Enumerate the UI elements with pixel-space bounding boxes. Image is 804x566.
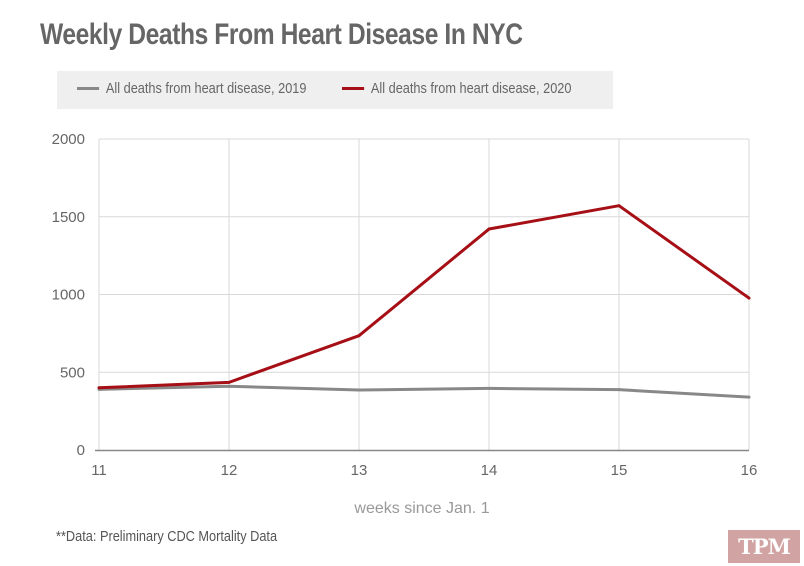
series-lines: [97, 204, 751, 399]
legend-item-2020: All deaths from heart disease, 2020: [342, 80, 571, 97]
data-point-2020: [357, 334, 361, 338]
data-point-2019: [487, 386, 491, 390]
data-point-2020: [227, 380, 231, 384]
x-tick-label: 11: [91, 462, 107, 479]
data-point-2020: [747, 296, 751, 300]
source-note: **Data: Preliminary CDC Mortality Data: [56, 528, 278, 545]
tick-labels: 0 500 1000 1500 2000 11 12 13 14 15 16: [52, 131, 758, 479]
y-tick-label: 2000: [52, 131, 85, 148]
x-tick-label: 13: [351, 462, 368, 479]
y-tick-label: 500: [60, 364, 85, 381]
legend-item-2019: All deaths from heart disease, 2019: [77, 80, 306, 97]
data-point-2019: [227, 384, 231, 388]
series-line-2019: [98, 384, 750, 399]
data-point-2020: [97, 386, 101, 390]
chart-title: Weekly Deaths From Heart Disease In NYC: [40, 18, 523, 51]
data-point-2019: [747, 395, 751, 399]
y-tick-label: 1000: [52, 287, 85, 304]
tpm-logo: TPM: [728, 530, 800, 563]
data-point-2020: [617, 204, 621, 208]
x-tick-label: 16: [741, 462, 758, 479]
legend-swatch-2020: [342, 87, 365, 90]
x-axis-label: weeks since Jan. 1: [354, 500, 490, 517]
legend: All deaths from heart disease, 2019 All …: [57, 71, 613, 109]
y-tick-label: 1500: [52, 209, 85, 226]
legend-label-2020: All deaths from heart disease, 2020: [370, 80, 572, 97]
x-tick-label: 14: [481, 462, 498, 479]
x-tick-label: 12: [221, 462, 238, 479]
gridlines: [98, 138, 750, 450]
x-tick-label: 15: [611, 462, 628, 479]
data-point-2020: [487, 227, 491, 231]
data-point-2019: [357, 388, 361, 392]
y-tick-label: 0: [77, 442, 85, 459]
series-line-2020: [98, 204, 750, 390]
legend-swatch-2019: [77, 87, 100, 90]
data-point-2019: [617, 388, 621, 392]
legend-label-2019: All deaths from heart disease, 2019: [105, 80, 307, 97]
